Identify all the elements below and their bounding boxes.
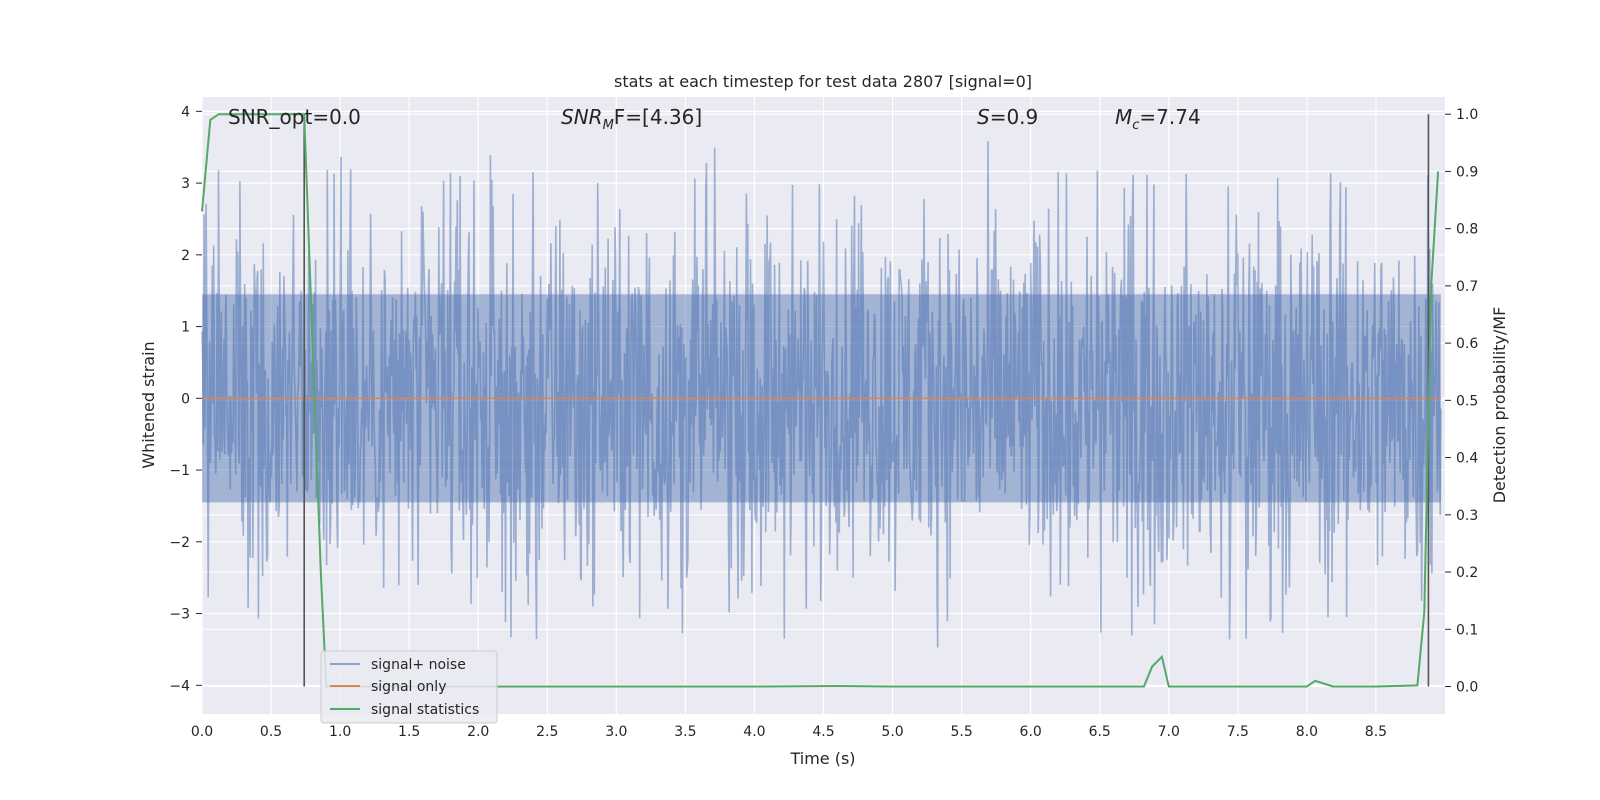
- legend: signal+ noise signal only signal statist…: [320, 650, 498, 724]
- y-right-tick-10: 0.0: [1456, 680, 1478, 696]
- y-left-tick-0: 4: [181, 104, 190, 120]
- annotation-snr-mf-label: SNR: [561, 105, 603, 129]
- y-left-tick-7: −3: [169, 607, 190, 623]
- y-right-tick-3: 0.7: [1456, 279, 1478, 295]
- y-right-tick-5: 0.5: [1456, 393, 1478, 409]
- signal-statistics-line: [201, 113, 1440, 688]
- y-left-tick-1: 3: [181, 176, 190, 192]
- y-right-tick-7: 0.3: [1456, 508, 1478, 524]
- legend-box: [320, 650, 498, 724]
- y-left-tick-4: 0: [181, 391, 190, 407]
- legend-label-stats: signal statistics: [371, 702, 479, 718]
- y-left-tick-5: −1: [169, 463, 190, 479]
- y-right-tick-labels: 1.0 0.9 0.8 0.7 0.6 0.5 0.4 0.3 0.2 0.1 0.0: [1445, 107, 1478, 696]
- x-tick-7: 3.5: [674, 724, 696, 740]
- y-right-tick-9: 0.1: [1456, 622, 1478, 638]
- x-tick-13: 6.5: [1089, 724, 1111, 740]
- y-axis-right-label: Detection probability/MF: [1490, 307, 1509, 504]
- annotation-mc: Mc=7.74: [1115, 105, 1201, 133]
- chart-title: stats at each timestep for test data 280…: [614, 72, 1032, 91]
- annotations: SNR_opt=0.0 SNRMF=[4.36] S=0.9 Mc=7.74: [228, 105, 1201, 133]
- x-tick-16: 8.0: [1296, 724, 1318, 740]
- x-tick-5: 2.5: [536, 724, 558, 740]
- y-right-tick-6: 0.4: [1456, 451, 1478, 467]
- stats-path: [201, 113, 1440, 688]
- annotation-mc-label: M: [1115, 105, 1132, 129]
- x-tick-17: 8.5: [1365, 724, 1387, 740]
- x-tick-12: 6.0: [1020, 724, 1042, 740]
- x-tick-14: 7.0: [1158, 724, 1180, 740]
- y-left-tick-6: −2: [169, 535, 190, 551]
- x-tick-10: 5.0: [881, 724, 903, 740]
- annotation-mc-sub: c: [1132, 118, 1139, 133]
- y-right-tick-1: 0.9: [1456, 164, 1478, 180]
- annotation-mc-value: =7.74: [1139, 105, 1200, 129]
- y-left-tick-8: −4: [169, 678, 190, 694]
- x-tick-3: 1.5: [398, 724, 420, 740]
- legend-label-noise: signal+ noise: [371, 657, 466, 673]
- x-tick-9: 4.5: [812, 724, 834, 740]
- x-tick-4: 2.0: [467, 724, 489, 740]
- y-axis-left-label: Whitened strain: [139, 341, 158, 468]
- annotation-snr-mf: SNRMF=[4.36]: [561, 105, 702, 133]
- legend-label-signal: signal only: [371, 679, 446, 695]
- y-right-tick-4: 0.6: [1456, 336, 1478, 352]
- x-tick-0: 0.0: [191, 724, 213, 740]
- y-right-tick-2: 0.8: [1456, 222, 1478, 238]
- noise-path: [201, 141, 1442, 648]
- x-tick-6: 3.0: [605, 724, 627, 740]
- annotation-snr-mf-sub: M: [603, 118, 614, 133]
- annotation-snr-mf-rest: F=[4.36]: [614, 105, 702, 129]
- y-left-tick-2: 2: [181, 248, 190, 264]
- x-tick-labels: 0.0 0.5 1.0 1.5 2.0 2.5 3.0 3.5 4.0 4.5 5.0 5.5 6.0 6…: [191, 724, 1387, 740]
- x-tick-15: 7.5: [1227, 724, 1249, 740]
- y-left-tick-3: 1: [181, 320, 190, 336]
- x-tick-8: 4.0: [743, 724, 765, 740]
- y-right-tick-0: 1.0: [1456, 107, 1478, 123]
- x-tick-2: 1.0: [329, 724, 351, 740]
- x-axis-label: Time (s): [789, 749, 855, 768]
- x-tick-11: 5.5: [950, 724, 972, 740]
- annotation-s: S=0.9: [977, 105, 1038, 129]
- y-left-tick-labels: 4 3 2 1 0 −1 −2 −3 −4: [169, 104, 202, 694]
- x-tick-1: 0.5: [260, 724, 282, 740]
- annotation-s-value: =0.9: [990, 105, 1039, 129]
- y-right-tick-8: 0.2: [1456, 565, 1478, 581]
- annotation-s-label: S: [977, 105, 990, 129]
- annotation-snr-opt: SNR_opt=0.0: [228, 105, 361, 129]
